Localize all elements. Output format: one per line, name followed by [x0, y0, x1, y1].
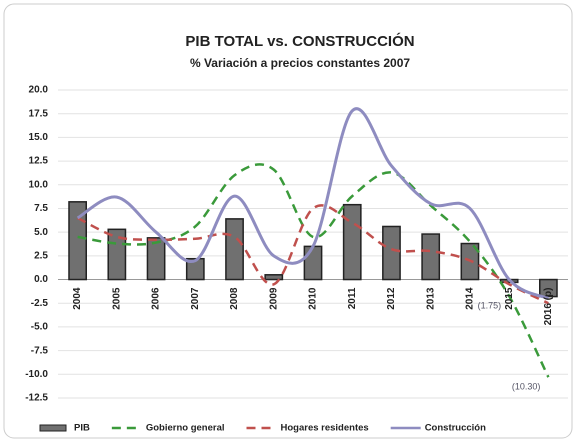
x-tick-label: 2013	[425, 287, 436, 310]
bar	[303, 245, 323, 281]
y-tick-label: 0.0	[34, 274, 48, 285]
legend-label: Gobierno general	[146, 423, 225, 434]
y-tick-label: 17.5	[29, 108, 49, 119]
bar	[342, 203, 362, 281]
y-tick-label: 20.0	[29, 85, 49, 96]
annotation: (10.30)	[512, 382, 541, 392]
y-tick-label: -7.5	[31, 345, 49, 356]
bar	[264, 274, 284, 281]
chart-frame	[3, 3, 573, 439]
x-tick-label: 2014	[465, 287, 476, 310]
line	[76, 107, 550, 300]
y-tick-label: 12.5	[29, 156, 49, 167]
bar	[382, 225, 401, 281]
y-tick-label: 10.0	[29, 179, 49, 190]
y-tick-label: -12.5	[25, 393, 48, 404]
y-tick-label: 5.0	[34, 227, 48, 238]
x-tick-label: 2012	[386, 287, 397, 310]
y-tick-label: -5.0	[31, 322, 49, 333]
x-tick-label: 2015	[504, 287, 515, 310]
y-tick-label: 15.0	[29, 132, 49, 143]
bar	[421, 233, 441, 281]
x-tick-label: 2016 (p)	[543, 288, 554, 326]
y-tick-label: -10.0	[25, 369, 48, 380]
x-tick-label: 2009	[268, 287, 279, 310]
bar	[146, 237, 166, 281]
line	[77, 204, 549, 305]
bar	[539, 278, 558, 298]
y-tick-label: -2.5	[31, 298, 49, 309]
line	[77, 163, 550, 378]
bar	[185, 257, 205, 281]
y-tick-label: 7.5	[34, 203, 48, 214]
x-tick-label: 2007	[190, 287, 201, 310]
legend-swatch	[39, 424, 67, 432]
annotation: (1.75)	[478, 300, 502, 310]
x-tick-label: 2008	[229, 287, 240, 310]
bar	[107, 228, 127, 281]
legend-label: Construcción	[425, 423, 486, 434]
legend-label: PIB	[74, 423, 90, 434]
x-tick-label: 2004	[72, 287, 83, 310]
legend-label: Hogares residentes	[281, 423, 369, 434]
chart-title: PIB TOTAL vs. CONSTRUCCIÓN	[185, 32, 414, 50]
y-tick-label: 2.5	[34, 250, 48, 261]
x-tick-label: 2011	[347, 287, 358, 309]
x-tick-label: 2006	[151, 287, 162, 310]
x-tick-label: 2010	[308, 287, 319, 310]
chart-subtitle: % Variación a precios constantes 2007	[190, 56, 410, 70]
bar	[225, 218, 244, 281]
x-tick-label: 2005	[111, 287, 122, 310]
